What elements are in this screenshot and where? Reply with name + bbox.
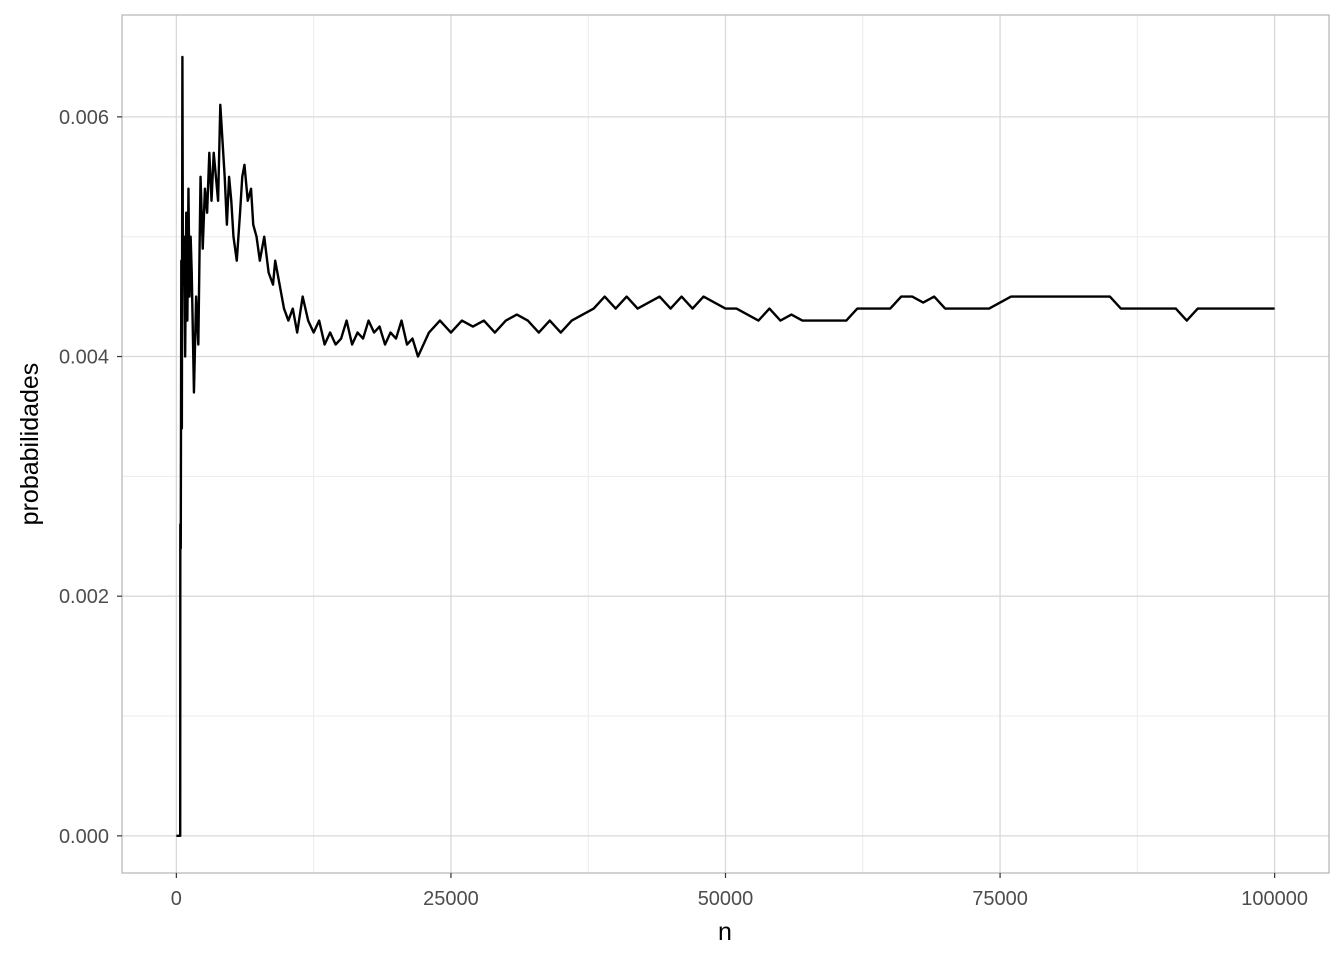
x-tick-label: 100000 [1241,888,1308,910]
y-tick-label: 0.006 [59,107,109,129]
y-axis-ticks: 0.000 0.002 0.004 0.006 [59,107,122,848]
y-axis-title: probabilidades [16,363,44,526]
x-axis-title: n [718,918,732,946]
x-axis-ticks: 0 25000 50000 75000 100000 [171,873,1308,910]
x-tick-label: 25000 [423,888,479,910]
y-tick-label: 0.000 [59,826,109,848]
x-tick-label: 0 [171,888,182,910]
y-tick-label: 0.002 [59,586,109,608]
y-tick-label: 0.004 [59,347,109,369]
series-line [176,55,1275,838]
x-tick-label: 75000 [972,888,1028,910]
x-tick-label: 50000 [698,888,754,910]
major-grid [122,15,1329,873]
